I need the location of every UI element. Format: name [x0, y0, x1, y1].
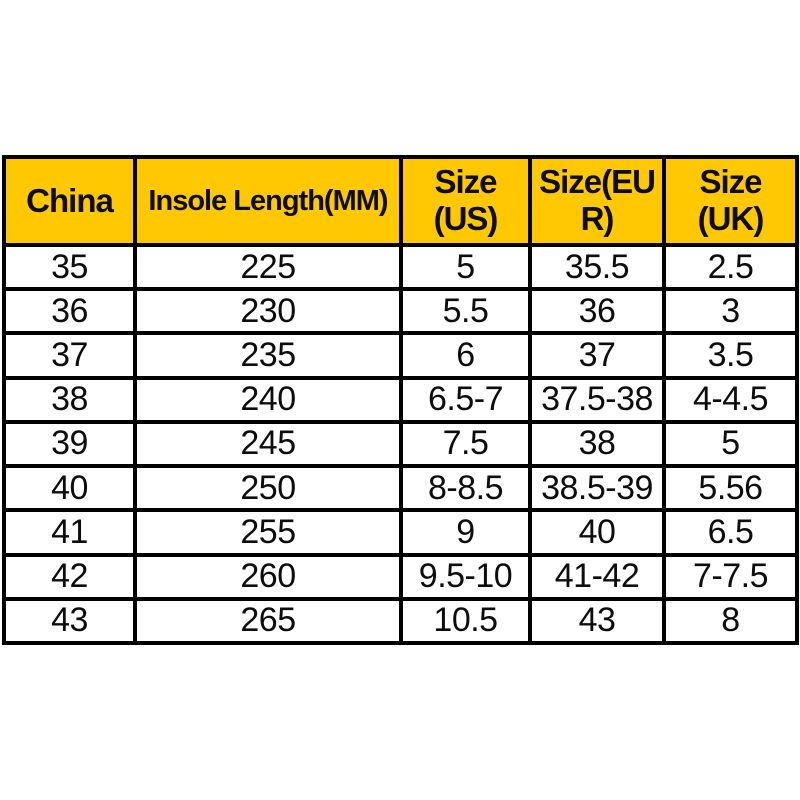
cell-size-eur: 41-42 [528, 552, 666, 601]
cell-size-us: 5.5 [399, 287, 532, 336]
cell-size-us: 6.5-7 [399, 375, 532, 424]
table-row: 43 265 10.5 43 8 [2, 596, 799, 646]
cell-size-uk: 7-7.5 [662, 552, 799, 601]
table-row: 37 235 6 37 3.5 [2, 331, 799, 380]
cell-china: 37 [2, 331, 137, 380]
table-row: 38 240 6.5-7 37.5-38 4-4.5 [2, 375, 799, 424]
cell-china: 35 [2, 242, 137, 292]
cell-size-us: 5 [399, 242, 532, 292]
column-header-size-us-label: Size (US) [433, 163, 499, 237]
shoe-size-conversion-table: China Insole Length(MM) Size (US) Size(E… [2, 155, 799, 646]
cell-size-uk: 4-4.5 [662, 375, 799, 424]
table-row: 39 245 7.5 38 5 [2, 419, 799, 469]
cell-size-uk: 2.5 [662, 242, 799, 292]
column-header-china-label: China [26, 181, 114, 219]
cell-size-eur: 40 [528, 508, 666, 557]
cell-size-uk: 5 [662, 419, 799, 469]
cell-size-eur: 38 [528, 419, 666, 469]
cell-china: 39 [2, 419, 137, 469]
cell-size-us: 8-8.5 [399, 464, 532, 513]
cell-insole-length: 260 [133, 552, 403, 601]
cell-china: 43 [2, 596, 137, 646]
cell-size-eur: 36 [528, 287, 666, 336]
column-header-size-eur: Size(EU R) [528, 155, 666, 247]
cell-insole-length: 230 [133, 287, 403, 336]
cell-size-us: 6 [399, 331, 532, 380]
cell-china: 42 [2, 552, 137, 601]
cell-size-eur: 37.5-38 [528, 375, 666, 424]
cell-china: 41 [2, 508, 137, 557]
column-header-size-uk: Size (UK) [662, 155, 799, 247]
cell-size-uk: 3.5 [662, 331, 799, 380]
cell-size-us: 10.5 [399, 596, 532, 646]
cell-insole-length: 245 [133, 419, 403, 469]
cell-insole-length: 255 [133, 508, 403, 557]
header-row: China Insole Length(MM) Size (US) Size(E… [2, 155, 799, 247]
column-header-size-uk-label: Size (UK) [697, 163, 765, 237]
table-row: 41 255 9 40 6.5 [2, 508, 799, 557]
cell-insole-length: 225 [133, 242, 403, 292]
cell-insole-length: 250 [133, 464, 403, 513]
table-row: 42 260 9.5-10 41-42 7-7.5 [2, 552, 799, 601]
column-header-size-us: Size (US) [399, 155, 532, 247]
cell-size-eur: 38.5-39 [528, 464, 666, 513]
cell-china: 40 [2, 464, 137, 513]
cell-insole-length: 265 [133, 596, 403, 646]
cell-size-us: 9.5-10 [399, 552, 532, 601]
column-header-china: China [2, 155, 137, 247]
table-row: 35 225 5 35.5 2.5 [2, 242, 799, 292]
cell-size-us: 7.5 [399, 419, 532, 469]
table-row: 36 230 5.5 36 3 [2, 287, 799, 336]
table-row: 40 250 8-8.5 38.5-39 5.56 [2, 464, 799, 513]
cell-insole-length: 240 [133, 375, 403, 424]
cell-insole-length: 235 [133, 331, 403, 380]
cell-size-eur: 35.5 [528, 242, 666, 292]
column-header-size-eur-label: Size(EU R) [539, 163, 656, 237]
cell-size-uk: 8 [662, 596, 799, 646]
column-header-insole-length-label: Insole Length(MM) [148, 184, 388, 217]
cell-size-uk: 6.5 [662, 508, 799, 557]
cell-size-us: 9 [399, 508, 532, 557]
cell-size-eur: 43 [528, 596, 666, 646]
cell-size-uk: 3 [662, 287, 799, 336]
cell-size-eur: 37 [528, 331, 666, 380]
cell-china: 38 [2, 375, 137, 424]
cell-size-uk: 5.56 [662, 464, 799, 513]
column-header-insole-length: Insole Length(MM) [133, 155, 403, 247]
cell-china: 36 [2, 287, 137, 336]
